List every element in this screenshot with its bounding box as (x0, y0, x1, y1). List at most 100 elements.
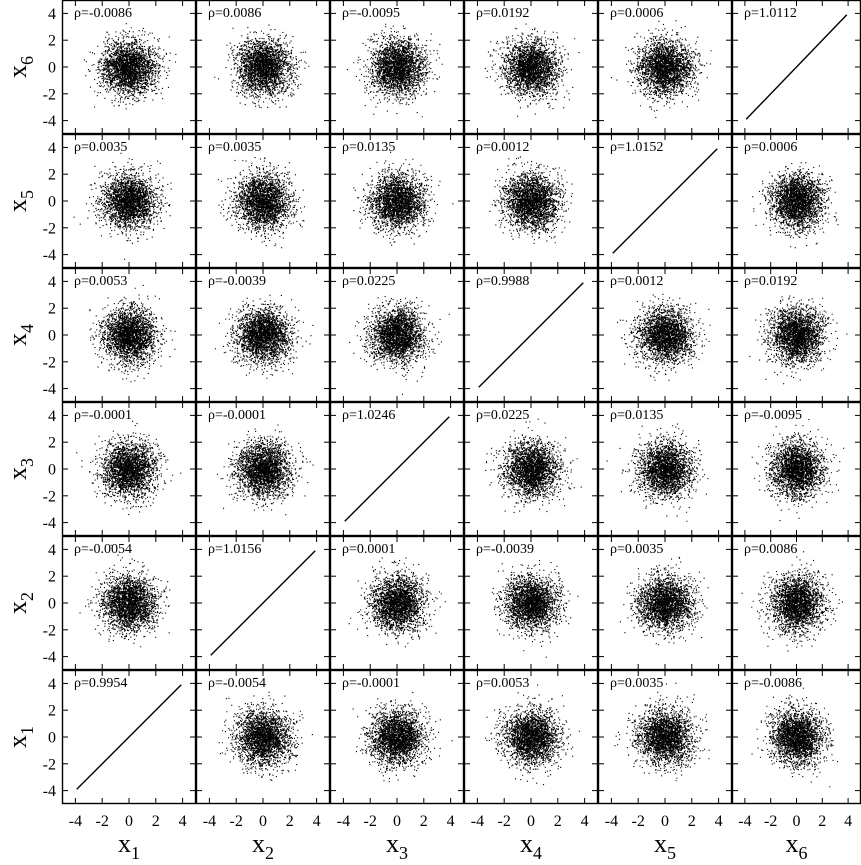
x-axis-label-base: x (386, 829, 399, 858)
y-axis-label-base: x (3, 65, 32, 78)
scatter-points (614, 682, 710, 782)
x-tick-label: -4 (337, 813, 350, 830)
panel-r4-c1: ρ=-0.0001 (61, 401, 197, 537)
panel-frame (329, 267, 465, 403)
panel-r6-c6: ρ=-0.0086 (731, 669, 861, 805)
rho-label: ρ=0.0006 (610, 6, 663, 21)
y-tick-label: -2 (43, 488, 56, 505)
x-axis-label-sub: 5 (667, 843, 676, 863)
y-tick-label: -4 (43, 649, 56, 666)
rho-label: ρ=0.0192 (744, 274, 797, 289)
y-axis-label-base: x (3, 333, 32, 346)
y-tick-label: 4 (48, 408, 56, 425)
x-tick-label: -2 (632, 813, 645, 830)
rho-label: ρ=0.9954 (74, 676, 127, 691)
y-tick-label: -2 (43, 756, 56, 773)
panel-r3-c4: ρ=0.9988 (463, 267, 599, 403)
rho-label: ρ=0.0053 (476, 676, 529, 691)
scatter-points (484, 23, 580, 117)
rho-label: ρ=-0.0039 (476, 542, 534, 557)
scatter-points (89, 284, 176, 383)
panel-r1-c5: ρ=0.0006 (597, 0, 733, 135)
panel-r1-c6: ρ=1.0112 (731, 0, 861, 135)
y-axis-label-sub: 5 (17, 190, 37, 199)
y-axis-label: x2 (3, 592, 37, 614)
panel-r1-c1: ρ=-0.0086 (61, 0, 197, 135)
rho-label: ρ=0.0012 (476, 140, 529, 155)
panel-r6-c5: ρ=0.0035 (597, 669, 733, 805)
y-tick-label: 4 (48, 6, 56, 23)
x-axis-label-base: x (654, 829, 667, 858)
x-tick-label: 0 (793, 813, 801, 830)
axis-label-group: -4-2024x6-4-2024x5-4-2024x4-4-2024x3-4-2… (3, 6, 852, 863)
scatter-points (751, 687, 839, 788)
y-tick-label: 4 (48, 542, 56, 559)
panel-r2-c6: ρ=0.0006 (731, 133, 861, 269)
rho-label: ρ=-0.0001 (342, 676, 400, 691)
scatter-points (352, 692, 453, 783)
panel-frame (463, 0, 599, 135)
y-axis-label-base: x (3, 199, 32, 212)
scatter-points (216, 424, 314, 516)
panel-r6-c3: ρ=-0.0001 (329, 669, 465, 805)
x-tick-label: 2 (818, 813, 826, 830)
x-tick-label: 2 (554, 813, 562, 830)
y-tick-label: 0 (48, 194, 56, 211)
rho-label: ρ=-0.0001 (74, 408, 132, 423)
panel-frame (61, 0, 197, 135)
x-tick-label: -2 (498, 813, 511, 830)
y-tick-label: 2 (48, 569, 56, 586)
x-tick-label: 4 (179, 813, 187, 830)
y-tick-label: 2 (48, 435, 56, 452)
x-tick-label: -2 (764, 813, 777, 830)
panel-frame (597, 267, 733, 403)
panel-frame (195, 267, 331, 403)
panel-r2-c4: ρ=0.0012 (463, 133, 599, 269)
x-axis-label-base: x (252, 829, 265, 858)
y-axis-label: x1 (3, 726, 37, 748)
x-axis-label-sub: 2 (265, 843, 274, 863)
rho-label: ρ=0.0086 (744, 542, 797, 557)
scatter-points (752, 162, 839, 249)
y-tick-label: 0 (48, 730, 56, 747)
y-tick-label: -2 (43, 354, 56, 371)
y-tick-label: -2 (43, 86, 56, 103)
rho-label: ρ=0.0135 (342, 140, 395, 155)
y-tick-label: -4 (43, 783, 56, 800)
x-axis-label-sub: 3 (399, 843, 408, 863)
y-tick-label: 0 (48, 60, 56, 77)
rho-label: ρ=1.0112 (744, 6, 797, 21)
y-axis-label-sub: 2 (17, 592, 37, 601)
x-tick-label: 0 (259, 813, 267, 830)
panel-frame (329, 669, 465, 805)
panel-r2-c2: ρ=0.0035 (195, 133, 331, 269)
rho-label: ρ=-0.0086 (74, 6, 132, 21)
x-tick-label: 4 (581, 813, 589, 830)
scatter-points (606, 423, 709, 522)
y-tick-label: 0 (48, 328, 56, 345)
rho-label: ρ=-0.0095 (744, 408, 802, 423)
x-axis-label: x4 (520, 829, 542, 863)
rho-label: ρ=0.0192 (476, 6, 529, 21)
panel-group: ρ=-0.0086 ρ=0.0086 ρ=-0.0095 ρ=0.0192 ρ=0.00… (61, 0, 861, 805)
x-axis-label: x6 (786, 829, 808, 863)
x-axis-label: x2 (252, 829, 274, 863)
scatter-points (489, 156, 573, 244)
rho-label: ρ=0.0053 (74, 274, 127, 289)
panel-frame (463, 133, 599, 269)
y-tick-label: -2 (43, 622, 56, 639)
panel-frame (61, 267, 197, 403)
diagonal-line (344, 416, 450, 522)
rho-label: ρ=0.0035 (208, 140, 261, 155)
scatter-points (76, 420, 182, 516)
y-axis-label-sub: 1 (17, 726, 37, 735)
panel-r3-c3: ρ=0.0225 (329, 267, 465, 403)
panel-frame (463, 535, 599, 671)
y-axis-label: x4 (3, 324, 37, 346)
panel-r1-c4: ρ=0.0192 (463, 0, 599, 135)
y-tick-label: -4 (43, 381, 56, 398)
scatter-points (73, 152, 172, 260)
panel-r6-c2: ρ=-0.0054 (195, 669, 331, 805)
scatter-points (83, 23, 177, 110)
